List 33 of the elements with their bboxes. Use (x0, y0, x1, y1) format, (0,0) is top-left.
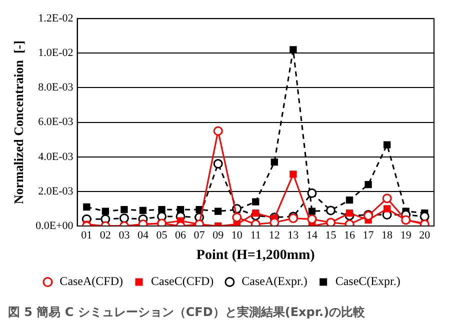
x-tick-label: 10 (231, 229, 243, 242)
x-tick-label: 16 (344, 229, 356, 242)
x-axis-title: Point (H=1,200mm) (196, 248, 316, 264)
x-tick-label: 13 (288, 229, 300, 242)
x-tick-label: 07 (194, 229, 206, 242)
y-axis-title: Normalized Concentraion [-] (11, 40, 26, 204)
x-tick-label: 05 (156, 229, 168, 242)
x-tick-label: 18 (382, 229, 394, 242)
x-tick-label: 09 (212, 229, 224, 242)
x-tick-label: 20 (419, 229, 431, 242)
y-tick-label: 6.0E-03 (38, 116, 74, 128)
caption: 図 5 簡易 C シミュレーション（CFD）と実測結果(Expr.)の比較 (8, 304, 366, 321)
legend-label: CaseA(CFD) (60, 274, 124, 288)
x-tick-label: 02 (100, 229, 111, 242)
y-tick-label: 0.0E+00 (36, 220, 74, 232)
x-tick-label: 01 (81, 229, 92, 242)
y-tick-label: 1.2E-02 (38, 12, 74, 24)
x-tick-label: 03 (118, 229, 130, 242)
y-tick-label: 1.0E-02 (38, 47, 74, 60)
x-tick-label: 06 (175, 229, 187, 242)
x-tick-label: 04 (137, 229, 149, 242)
legend-label: CaseC(CFD) (151, 274, 214, 288)
y-tick-label: 4.0E-03 (38, 150, 74, 163)
y-tick-label: 8.0E-03 (38, 82, 74, 94)
x-tick-label: 14 (306, 229, 318, 242)
x-tick-label: 12 (268, 229, 280, 242)
y-tick-label: 2.0E-03 (38, 185, 74, 198)
x-tick-label: 19 (400, 229, 412, 242)
x-tick-label: 15 (325, 229, 337, 242)
legend-label: CaseC(Expr.) (335, 274, 400, 288)
x-tick-label: 11 (250, 229, 261, 242)
legend-label: CaseA(Expr.) (242, 274, 308, 288)
x-tick-label: 17 (362, 229, 374, 242)
